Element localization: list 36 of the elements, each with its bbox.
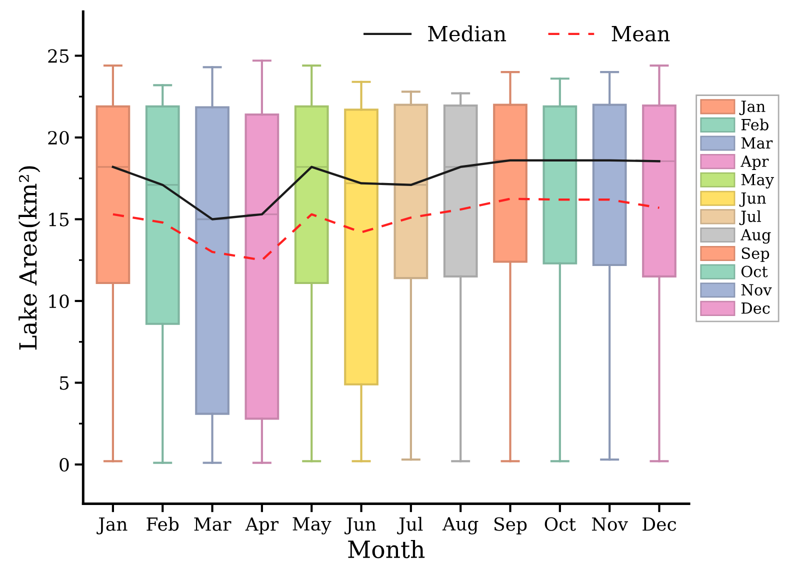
line-series	[112, 198, 660, 262]
x-tick-label: Jul	[397, 516, 423, 534]
y-tick-label: 5	[60, 376, 69, 390]
category-label: Feb	[741, 118, 768, 130]
x-tick-label: Mar	[194, 517, 232, 531]
y-tick-label: 15	[49, 212, 69, 226]
x-tick-label: Apr	[245, 517, 279, 534]
legend-label: Mean	[612, 26, 670, 42]
x-tick-label: Sep	[494, 517, 527, 534]
x-tick-label: Dec	[642, 517, 676, 531]
y-tick-label: 25	[48, 49, 69, 63]
category-label: Nov	[741, 284, 772, 296]
category-label: Aug	[740, 229, 771, 244]
category-label: Jul	[739, 210, 762, 226]
category-label: Oct	[741, 266, 768, 278]
x-tick-label: Feb	[146, 516, 179, 531]
category-label: Mar	[741, 137, 773, 149]
x-tick-label: May	[292, 517, 332, 534]
y-axis-title: Lake Area(km²)	[18, 166, 40, 350]
x-tick-label: Aug	[442, 517, 478, 534]
x-tick-label: Jun	[344, 517, 376, 534]
category-label: Sep	[742, 247, 770, 262]
x-axis-title: Month	[348, 540, 425, 558]
category-label: Apr	[740, 156, 769, 170]
legend-label: Median	[428, 25, 506, 42]
x-tick-label: Nov	[592, 517, 628, 531]
x-tick-label: Oct	[544, 517, 576, 531]
line-series	[112, 159, 660, 220]
category-label: May	[741, 174, 774, 188]
category-label: Dec	[741, 302, 770, 314]
category-label: Jun	[739, 192, 766, 207]
y-tick-label: 0	[60, 458, 69, 472]
category-label: Jan	[739, 100, 766, 116]
x-tick-label: Jan	[96, 517, 128, 534]
y-tick-label: 20	[48, 130, 69, 145]
y-tick-label: 10	[49, 294, 69, 308]
